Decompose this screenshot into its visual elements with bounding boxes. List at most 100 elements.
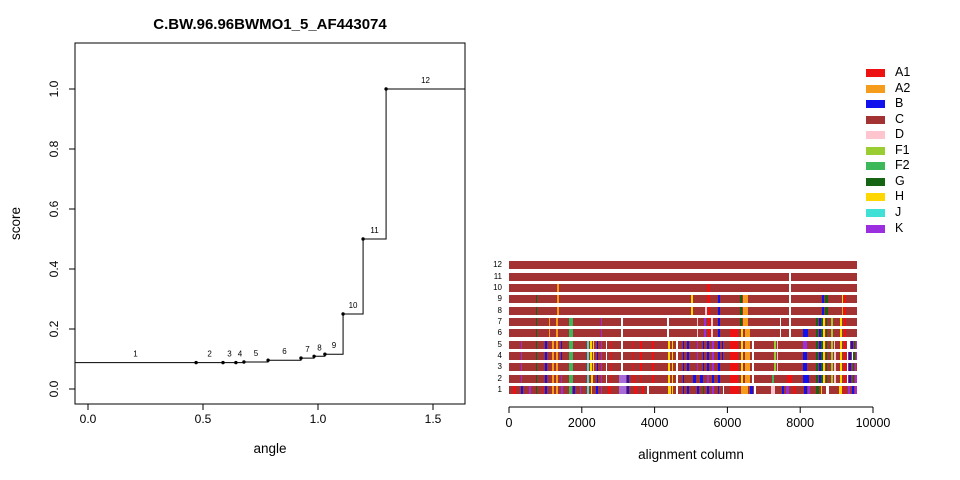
row-label: 2 [497,373,502,383]
alignment-x-tick-label: 4000 [641,416,669,430]
subtype-stripe [792,386,796,395]
subtype-stripe [642,386,645,395]
subtype-stripe [707,329,710,338]
gap-stripe [667,318,670,327]
chart-title: C.BW.96.96BWMO1_5_AF443074 [153,16,387,33]
subtype-stripe [687,352,689,361]
subtype-stripe [600,374,603,383]
subtype-stripe [839,352,842,361]
gap-stripe [846,352,849,361]
alignment-row [509,352,857,361]
alignment-x-tick-label: 0 [506,416,513,430]
subtype-stripe [600,352,603,361]
row-label: 12 [493,260,502,270]
subtype-stripe [596,352,598,361]
gap-stripe [621,363,623,372]
subtype-stripe [535,386,538,395]
gap-stripe [722,386,725,395]
subtype-stripe [600,329,603,338]
subtype-stripe [573,386,575,395]
gap-stripe [647,386,649,395]
subtype-stripe [569,352,574,361]
subtype-stripe [825,352,828,361]
subtype-stripe [556,295,559,304]
subtype-stripe [545,340,548,349]
alignment-x-tick-label: 8000 [786,416,814,430]
subtype-stripe [823,329,825,338]
subtype-stripe [704,329,706,338]
subtype-stripe [849,374,851,383]
subtype-stripe [535,318,538,327]
subtype-stripe [560,374,563,383]
subtype-stripe [696,352,699,361]
subtype-stripe [743,318,749,327]
gap-stripe [605,363,608,372]
subtype-stripe [561,352,563,361]
subtype-stripe [740,329,744,338]
gap-stripe [788,284,792,292]
subtype-stripe [834,363,836,372]
subtype-stripe [705,306,707,315]
subtype-stripe [552,386,554,395]
subtype-stripe [704,318,706,327]
subtype-stripe [844,295,847,304]
subtype-stripe [556,352,559,361]
subtype-stripe [590,386,593,395]
gap-stripe [826,386,829,395]
subtype-stripe [717,295,720,304]
alignment-x-tick-label: 2000 [568,416,596,430]
subtype-stripe [548,329,550,338]
subtype-stripe [853,352,855,361]
subtype-stripe [556,284,559,292]
gap-stripe [605,352,608,361]
subtype-stripe [535,329,538,338]
subtype-stripe [741,386,749,395]
gap-stripe [788,318,792,327]
alignment-x-axis-label: alignment column [638,447,744,462]
subtype-stripe [652,340,654,349]
subtype-stripe [819,352,821,361]
data-point [299,356,303,360]
axes-group: 0.0 0.5 1.0 1.5 0.0 0.2 0.4 0.6 0.8 1.0 [47,80,442,426]
gap-stripe [676,363,678,372]
segment-label: 9 [332,341,337,350]
subtype-stripe [707,386,709,395]
subtype-stripe [802,340,808,349]
subtype-stripe [569,340,574,349]
subtype-stripe [672,386,674,395]
subtype-stripe [717,352,720,361]
subtype-stripe [600,340,603,349]
x-axis-label: angle [253,441,286,456]
subtype-stripe [717,318,720,327]
alignment-row [509,284,857,292]
subtype-stripe [834,374,836,383]
row-label: 3 [497,362,502,372]
subtype-stripe [774,340,776,349]
segment-label: 3 [227,350,232,359]
subtype-stripe [541,386,544,395]
subtype-stripe [587,374,589,383]
subtype-stripe [717,386,720,395]
subtype-stripe [687,363,689,372]
subtype-stripe [729,352,738,361]
subtype-stripe [848,386,851,395]
subtype-stripe [839,363,842,372]
subtype-stripe [802,352,808,361]
subtype-stripe [520,340,523,349]
subtype-stripe [596,386,598,395]
subtype-stripe [703,363,705,372]
segment-label: 8 [317,343,322,352]
subtype-stripe [815,318,819,327]
subtype-stripe [842,295,844,304]
row-label: 5 [497,339,502,349]
subtype-stripe [770,386,776,395]
gap-stripe [676,340,678,349]
subtype-stripe [729,386,739,395]
subtype-stripe [672,374,674,383]
gap-stripe [752,352,754,361]
subtype-stripe [640,352,642,361]
subtype-stripe [569,374,574,383]
gap-stripe [788,272,792,281]
